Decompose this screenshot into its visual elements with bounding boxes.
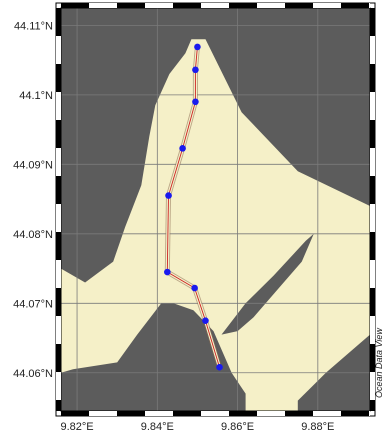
frame-bar-right: [370, 372, 375, 400]
frame-bar-bottom: [117, 411, 145, 416]
frame-bar-left: [56, 316, 61, 344]
frame-bar-left: [56, 120, 61, 148]
frame-bar-right: [370, 8, 375, 36]
frame-bar-right: [370, 64, 375, 92]
frame-bar-top: [313, 3, 341, 8]
lat-tick-label: 44.06°N: [13, 368, 53, 380]
frame-bar-right: [370, 232, 375, 260]
lon-tick-label: 9.84°E: [141, 421, 174, 433]
frame-bar-left: [56, 92, 61, 120]
latitude-axis: 44.06°N 44.07°N 44.08°N 44.09°N 44.1°N 44.11°…: [13, 20, 53, 379]
frame-bar-left: [56, 176, 61, 204]
station-point: [191, 284, 198, 292]
lat-tick-label: 44.08°N: [13, 229, 53, 241]
frame-bar-top: [229, 3, 257, 8]
frame-bar-right: [370, 92, 375, 120]
frame-bar-bottom: [369, 411, 370, 416]
frame-bar-bottom: [201, 411, 229, 416]
map-plot-area: [61, 8, 370, 412]
frame-bar-left: [56, 36, 61, 64]
frame-bar-right: [370, 176, 375, 204]
frame-bar-top: [145, 3, 173, 8]
frame-bar-bottom: [257, 411, 285, 416]
frame-bar-right: [370, 400, 375, 411]
station-point: [194, 43, 201, 51]
frame-bar-left: [56, 204, 61, 232]
frame-bar-right: [370, 288, 375, 316]
frame-bar-bottom: [145, 411, 173, 416]
frame-bar-right: [370, 316, 375, 344]
frame-bar-left: [56, 232, 61, 260]
frame-bar-top: [173, 3, 201, 8]
frame-bar-bottom: [285, 411, 313, 416]
lat-tick-label: 44.1°N: [19, 90, 53, 102]
land-spit: [221, 233, 314, 335]
frame-bar-left: [56, 148, 61, 176]
frame-bar-top: [369, 3, 370, 8]
station-point: [179, 145, 186, 152]
lon-tick-label: 9.82°E: [60, 421, 93, 433]
station-point: [164, 268, 171, 276]
frame-bar-bottom: [313, 411, 341, 416]
station-point: [165, 192, 172, 199]
credit-label: Ocean Data View: [374, 328, 383, 398]
station-point: [192, 98, 199, 106]
frame-bar-top: [61, 3, 89, 8]
frame-bar-bottom: [341, 411, 369, 416]
frame-bar-top: [201, 3, 229, 8]
frame-bar-left: [56, 8, 61, 36]
frame-bar-right: [370, 260, 375, 288]
frame-bar-right: [370, 204, 375, 232]
frame-bar-top: [257, 3, 285, 8]
frame-bar-right: [370, 344, 375, 372]
frame-bar-left: [56, 64, 61, 92]
station-point: [216, 363, 223, 371]
frame-bar-top: [117, 3, 145, 8]
longitude-axis: 9.82°E 9.84°E 9.86°E 9.88°E: [60, 421, 334, 433]
frame-bar-left: [56, 260, 61, 288]
frame-bar-top: [285, 3, 313, 8]
frame-bar-left: [56, 344, 61, 372]
station-point: [202, 317, 209, 324]
frame-bar-top: [89, 3, 117, 8]
frame-bar-right: [370, 36, 375, 64]
frame-bar-left: [56, 400, 61, 411]
frame-bar-top: [341, 3, 369, 8]
sea-area: [61, 39, 370, 412]
frame-bar-right: [370, 148, 375, 176]
frame-bar-bottom: [173, 411, 201, 416]
lat-tick-label: 44.09°N: [13, 159, 53, 171]
lon-tick-label: 9.88°E: [301, 421, 334, 433]
lat-tick-label: 44.11°N: [14, 20, 53, 32]
map-frame: [55, 2, 376, 417]
lat-tick-label: 44.07°N: [13, 298, 53, 310]
frame-bar-left: [56, 372, 61, 400]
frame-bar-right: [370, 120, 375, 148]
station-point: [192, 66, 199, 74]
frame-bar-bottom: [89, 411, 117, 416]
lon-tick-label: 9.86°E: [221, 421, 254, 433]
frame-bar-bottom: [229, 411, 257, 416]
frame-bar-left: [56, 288, 61, 316]
frame-bar-bottom: [61, 411, 89, 416]
